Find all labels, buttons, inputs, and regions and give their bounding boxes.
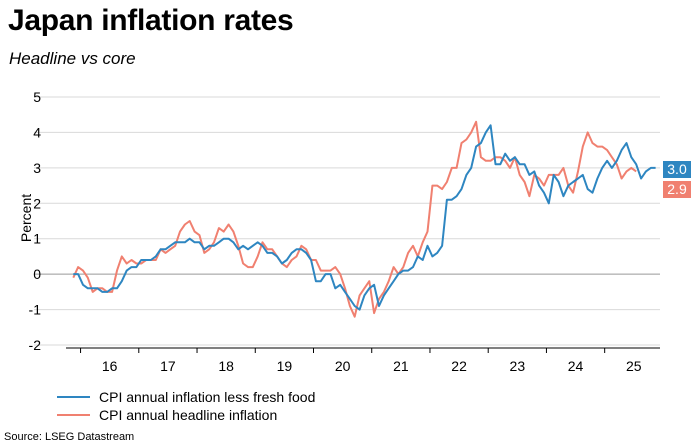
core-latest-value-badge: 3.0 xyxy=(663,161,691,178)
x-tick-label: 21 xyxy=(393,358,409,374)
y-tick-label: 1 xyxy=(33,231,41,247)
x-tick-label: 18 xyxy=(218,358,234,374)
x-tick-label: 17 xyxy=(160,358,176,374)
x-tick-label: 20 xyxy=(335,358,351,374)
y-tick-label: -2 xyxy=(29,337,42,353)
headline-latest-value-badge: 2.9 xyxy=(663,181,691,198)
y-tick-label: 4 xyxy=(33,124,41,140)
legend-label-core: CPI annual inflation less fresh food xyxy=(99,389,316,405)
y-tick-label: 3 xyxy=(33,160,41,176)
chart-title: Japan inflation rates xyxy=(8,4,294,37)
source-note: Source: LSEG Datastream xyxy=(4,431,135,443)
legend-label-headline: CPI annual headline inflation xyxy=(99,407,278,423)
series-line-core xyxy=(73,124,656,311)
chart-subtitle: Headline vs core xyxy=(9,49,136,68)
y-tick-label: 5 xyxy=(33,89,41,105)
chart-legend: CPI annual inflation less fresh food CPI… xyxy=(57,388,315,424)
x-tick-label: 19 xyxy=(277,358,293,374)
legend-item-headline: CPI annual headline inflation xyxy=(57,406,315,424)
x-tick-label: 25 xyxy=(626,358,642,374)
legend-swatch-core xyxy=(57,396,90,398)
legend-swatch-headline xyxy=(57,414,90,416)
legend-item-core: CPI annual inflation less fresh food xyxy=(57,388,315,406)
x-tick-label: 23 xyxy=(510,358,526,374)
x-tick-label: 22 xyxy=(451,358,467,374)
y-tick-label: -1 xyxy=(29,302,42,318)
x-tick-label: 24 xyxy=(568,358,584,374)
x-tick-label: 16 xyxy=(102,358,118,374)
y-tick-label: 0 xyxy=(33,266,41,282)
y-tick-label: 2 xyxy=(33,195,41,211)
series-line-headline xyxy=(72,120,637,318)
